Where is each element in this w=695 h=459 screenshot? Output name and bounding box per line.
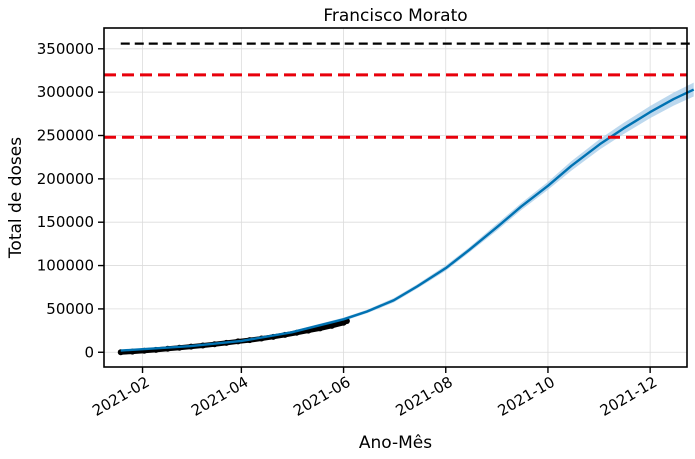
y-tick-label: 100000 <box>37 257 94 275</box>
y-tick-label: 200000 <box>37 170 94 188</box>
y-tick-label: 150000 <box>37 213 94 231</box>
observed-point <box>317 325 324 332</box>
forecast-uncertainty-band <box>120 82 694 352</box>
y-tick-label: 350000 <box>37 40 94 58</box>
y-tick-label: 300000 <box>37 83 94 101</box>
y-axis-label: Total de doses <box>6 137 26 259</box>
observed-point <box>328 322 335 329</box>
y-tick-label: 50000 <box>46 300 94 318</box>
lines-layer <box>117 88 695 356</box>
plot-frame <box>103 27 688 368</box>
x-tick-label: 2021-04 <box>188 373 251 420</box>
forecast-band-layer <box>120 82 694 352</box>
reference-lines-layer <box>104 42 694 139</box>
chart-title: Francisco Morato <box>323 6 467 26</box>
x-tick-label: 2021-10 <box>495 373 558 420</box>
x-axis: 2021-02 2021-04 2021-06 2021-08 2021-10 2021-… <box>89 367 660 420</box>
x-tick-label: 2021-12 <box>597 373 660 420</box>
forecast-series-line <box>120 88 695 352</box>
x-axis-label: Ano-Mês <box>359 433 432 453</box>
x-tick-label: 2021-08 <box>392 373 455 420</box>
x-tick-label: 2021-06 <box>290 373 353 420</box>
grid <box>104 28 687 367</box>
y-axis: 0 50000 100000 150000 200000 250000 300000 3500… <box>37 40 104 361</box>
y-tick-label: 0 <box>84 343 94 361</box>
x-tick-label: 2021-02 <box>89 373 152 420</box>
y-tick-label: 250000 <box>37 127 94 145</box>
